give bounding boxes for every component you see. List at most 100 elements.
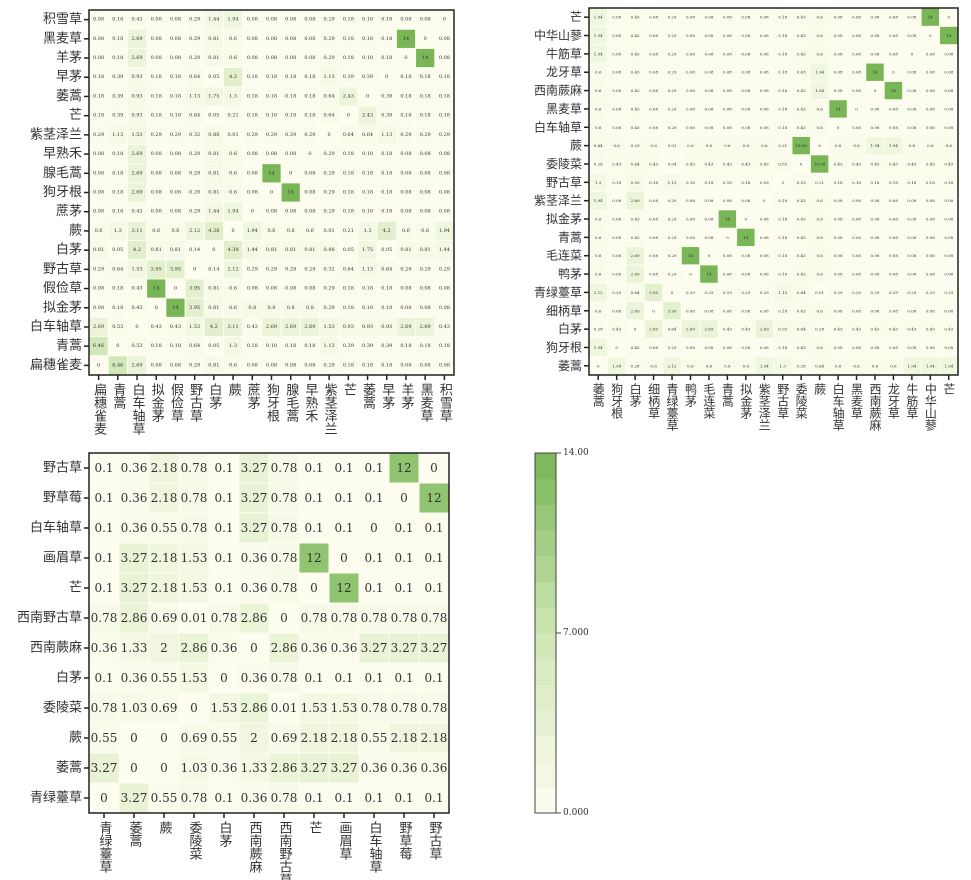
heatmap-cell [866, 265, 884, 283]
heatmap-cell [185, 298, 204, 317]
cell-value-label: 0.08 [704, 235, 713, 240]
heatmap-cell [810, 173, 829, 191]
heatmap-cell [435, 144, 454, 164]
heatmap-cell [681, 81, 700, 100]
cell-value-label: 0 [689, 272, 692, 277]
heatmap-cell [792, 357, 810, 375]
cell-value-label: 0.08 [304, 55, 315, 61]
cell-value-label: 0.64 [594, 143, 603, 148]
cell-value-label: 0 [289, 170, 292, 176]
heatmap-cell [435, 10, 454, 29]
cell-value-label: 0.21 [778, 143, 787, 148]
cell-value-label: 14 [891, 88, 897, 93]
heatmap-cell [866, 45, 884, 63]
cell-value-label: 0.43 [631, 217, 640, 222]
heatmap-cell [681, 210, 700, 228]
heatmap-cell [204, 298, 223, 317]
cell-value-label: 0.43 [151, 324, 162, 330]
heatmap-cell [884, 81, 903, 100]
heatmap-cell [829, 100, 847, 118]
heatmap-cell [940, 8, 958, 26]
cell-value-label: 0.6 [743, 363, 750, 368]
cell-value-label: 0.08 [266, 151, 277, 157]
heatmap-cell [416, 29, 435, 48]
heatmap-cell [626, 228, 644, 247]
cell-value-label: 4.2 [229, 74, 237, 80]
heatmap-cell [239, 783, 269, 813]
cell-value-label: 0.08 [612, 253, 621, 258]
heatmap-cell [607, 81, 626, 100]
heatmap-cell [663, 173, 681, 191]
heatmap-cell [644, 136, 663, 155]
heatmap-cell [239, 483, 269, 513]
heatmap-cell [847, 26, 866, 45]
heatmap-cell [89, 106, 108, 125]
cell-value-label: 0.08 [649, 253, 658, 258]
heatmap-cell [663, 247, 681, 265]
cell-value-label: 0.18 [112, 305, 123, 311]
heatmap-cell [718, 26, 737, 45]
heatmap-cell [300, 356, 320, 375]
heatmap-cell [262, 164, 281, 183]
heatmap-cell [396, 125, 416, 144]
cell-value-label: 0.08 [907, 272, 916, 277]
heatmap-cell [884, 26, 903, 45]
cell-value-label: 0.29 [400, 266, 411, 272]
heatmap-cell [299, 453, 329, 483]
cell-value-label: 0.18 [381, 151, 392, 157]
heatmap-cell [223, 317, 243, 337]
cell-value-label: 0.78 [391, 611, 418, 625]
cell-value-label: 0.1 [424, 521, 443, 535]
heatmap-cell [389, 693, 419, 723]
cell-value-label: 0.29 [324, 209, 335, 215]
y-tick-label: 野古草 [43, 461, 82, 476]
heatmap-cell [89, 68, 108, 87]
heatmap-cell [718, 63, 737, 81]
cell-value-label: 0.08 [266, 286, 277, 292]
heatmap-cell [589, 338, 607, 357]
heatmap-cell [644, 320, 663, 338]
heatmap-cell [239, 573, 269, 603]
cell-value-label: 0.1 [394, 791, 413, 805]
heatmap-cell [589, 100, 607, 118]
cell-value-label: 0.29 [668, 345, 677, 350]
cell-value-label: 0.08 [285, 36, 296, 42]
heatmap-cell [866, 283, 884, 302]
heatmap-cell [119, 573, 149, 603]
cell-value-label: 0.08 [170, 36, 181, 42]
heatmap-cell [166, 183, 185, 202]
heatmap-cell [300, 10, 320, 29]
cell-value-label: 0.55 [151, 791, 178, 805]
cell-value-label: 0.43 [631, 106, 640, 111]
x-tick-label: 鸭茅 [683, 383, 697, 407]
x-tick-label: 野古草 [427, 821, 443, 860]
y-tick-label: 毛连菜 [546, 248, 582, 263]
heatmap-cell [320, 241, 339, 260]
heatmap-cell [89, 241, 108, 260]
cell-value-label: 0.81 [208, 151, 219, 157]
cell-value-label: 0.08 [907, 15, 916, 20]
heatmap-cell [108, 221, 127, 241]
heatmap-cell [884, 357, 903, 375]
y-tick-label: 牛筋草 [546, 46, 582, 61]
cell-value-label: 0 [280, 611, 288, 625]
cell-value-label: 3.95 [189, 305, 200, 311]
heatmap-cell [737, 8, 755, 26]
heatmap-cell [223, 10, 243, 29]
cell-value-label: 3.95 [668, 308, 677, 313]
cell-value-label: 1.75 [362, 247, 373, 253]
heatmap-cell [147, 298, 166, 317]
cell-value-label: 0.81 [93, 247, 104, 253]
heatmap-cell [149, 453, 179, 483]
heatmap-cell [377, 241, 396, 260]
cell-value-label: 0.08 [889, 217, 898, 222]
heatmap-cell [281, 356, 300, 375]
cell-value-label: 0.36 [301, 641, 328, 655]
heatmap-cell [396, 241, 416, 260]
heatmap-cell [320, 87, 339, 106]
cell-value-label: 1.94 [439, 228, 450, 234]
heatmap-cell [300, 125, 320, 144]
cell-value-label: 0.08 [247, 55, 258, 61]
heatmap-cell [663, 63, 681, 81]
cell-value-label: 0.08 [612, 235, 621, 240]
